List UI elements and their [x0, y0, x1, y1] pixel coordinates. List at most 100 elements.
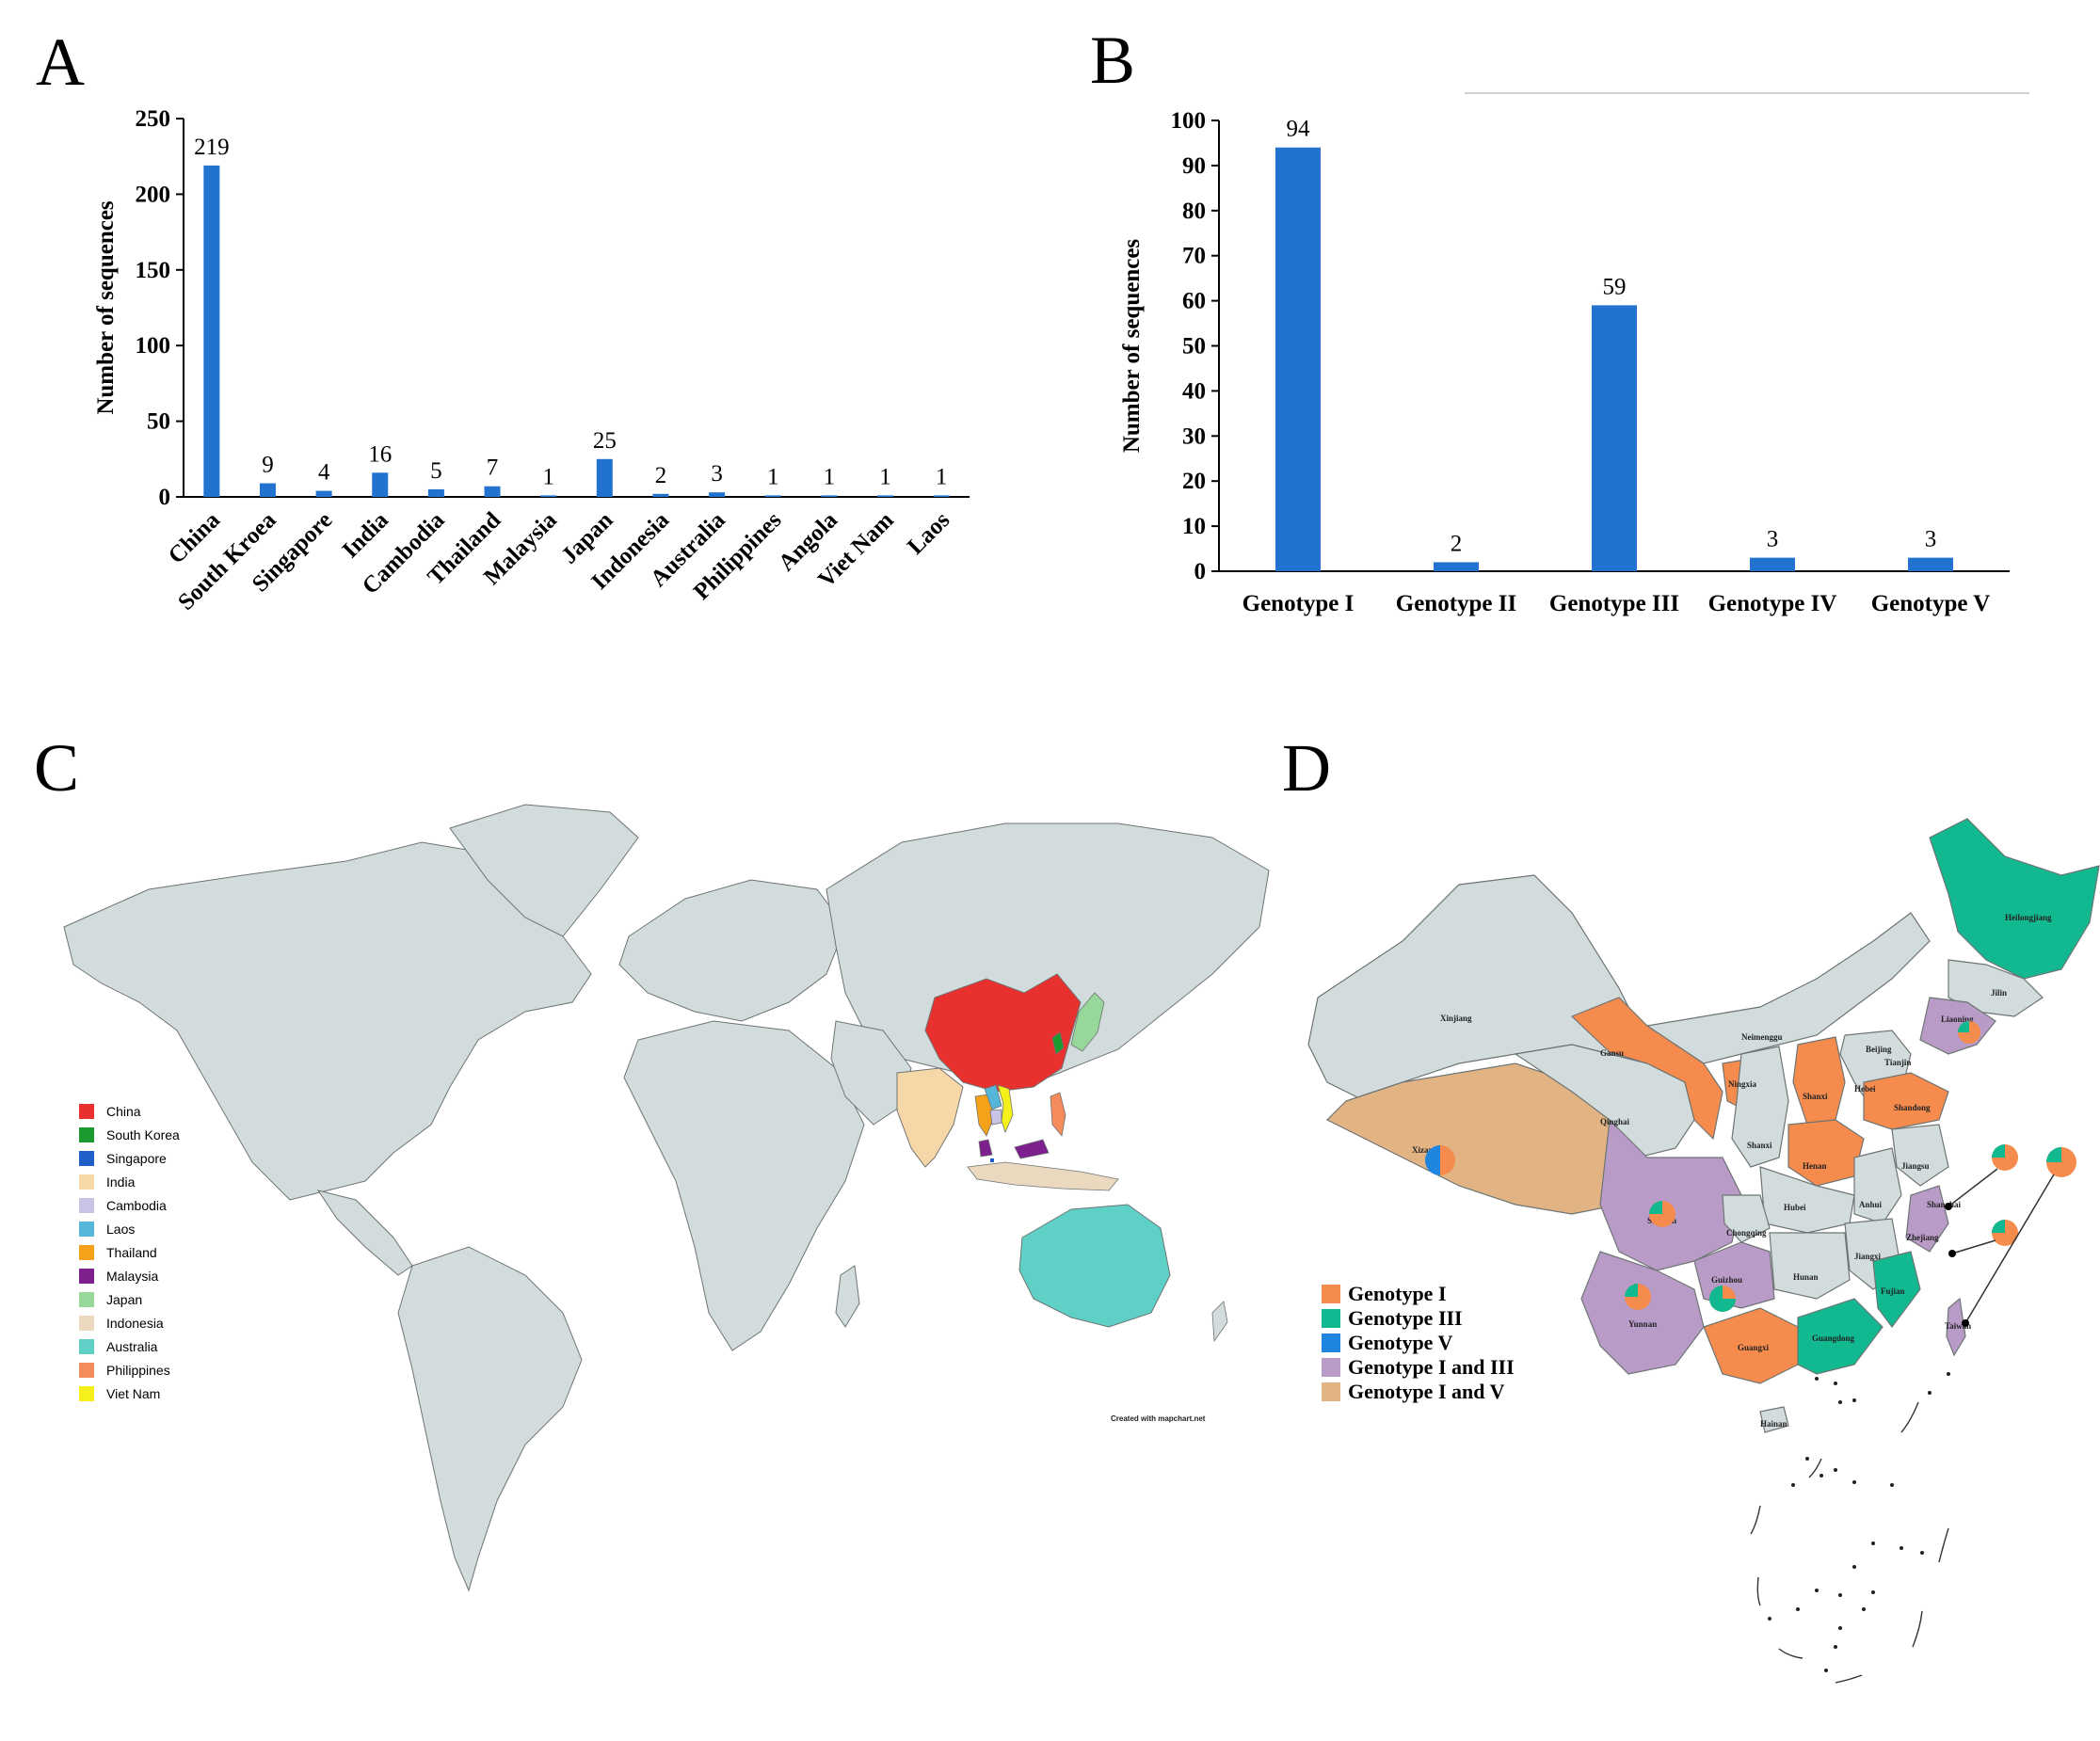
map-south-america [397, 1246, 583, 1592]
data-label: 3 [711, 461, 723, 487]
panel-letter-b: B [1090, 23, 1136, 98]
province-heilongjiang [1929, 818, 2100, 980]
y-tick-label: 0 [1194, 559, 1207, 584]
world-legend-item: Australia [79, 1334, 180, 1358]
bar [372, 472, 389, 497]
panel-letter-a: A [36, 24, 85, 100]
y-tick-label: 150 [136, 258, 171, 283]
legend-swatch [79, 1291, 94, 1307]
china-map-legend: Genotype I Genotype III Genotype V Genotype… [1322, 1282, 1515, 1404]
pie-shanghai-callout [1992, 1220, 2018, 1246]
callout-line-zhejiang [1951, 1239, 1996, 1254]
y-tick-label: 20 [1182, 469, 1206, 494]
province-jiangsu [1891, 1124, 1949, 1187]
legend-label: Cambodia [106, 1197, 167, 1213]
map-china [924, 973, 1082, 1093]
legend-label: Genotype I and V [1348, 1380, 1505, 1403]
bar-chart-genotypes: 0 10 20 30 40 50 60 70 80 90 100 Number of sequence… [1119, 108, 2010, 616]
province-gansu [1570, 997, 1723, 1141]
label-hubei: Hubei [1784, 1203, 1806, 1212]
label-beijing: Beijing [1866, 1045, 1892, 1054]
label-hebei: Hebei [1854, 1084, 1876, 1094]
data-label: 3 [1925, 527, 1937, 552]
label-qinghai: Qinghai [1600, 1117, 1630, 1126]
bar [877, 495, 894, 497]
province-sichuan [1599, 1118, 1742, 1271]
category-label: Genotype III [1549, 591, 1679, 616]
legend-label: Japan [106, 1291, 143, 1307]
y-tick-label: 100 [136, 333, 171, 359]
label-liaoning: Liaoning [1941, 1014, 1974, 1024]
map-philippines [1050, 1092, 1066, 1137]
world-legend-item: Indonesia [79, 1311, 180, 1334]
world-legend-item: Viet Nam [79, 1382, 180, 1405]
label-guangdong: Guangdong [1812, 1334, 1855, 1343]
legend-swatch [79, 1362, 94, 1378]
map-europe [618, 879, 846, 1022]
label-hainan: Hainan [1760, 1419, 1787, 1429]
province-shanxi [1792, 1036, 1846, 1126]
label-heilongjiang: Heilongjiang [2005, 913, 2052, 922]
map-south-korea [1051, 1031, 1065, 1055]
category-label: Genotype IV [1708, 591, 1837, 616]
world-legend-item: Malaysia [79, 1264, 180, 1287]
data-label: 9 [262, 453, 274, 478]
bar [484, 486, 501, 497]
bar [427, 488, 444, 497]
legend-label: Genotype I [1348, 1282, 1447, 1305]
data-label: 1 [936, 464, 948, 489]
bar [764, 495, 781, 497]
legend-label: South Korea [106, 1126, 180, 1142]
data-label: 5 [430, 458, 442, 484]
legend-swatch [79, 1221, 94, 1237]
legend-swatch [79, 1103, 94, 1119]
world-map-legend: China South Korea Singapore India Cambodia La… [79, 1099, 180, 1405]
y-tick-label: 50 [1182, 334, 1206, 359]
province-hunan [1769, 1232, 1851, 1300]
legend-swatch [79, 1338, 94, 1354]
bar [1275, 147, 1321, 572]
bar [821, 495, 838, 497]
map-greenland [449, 804, 639, 937]
pie-liaoning [1958, 1021, 1980, 1044]
legend-swatch [79, 1385, 94, 1401]
label-guangxi: Guangxi [1738, 1343, 1770, 1352]
map-north-america [63, 841, 592, 1201]
data-label: 2 [1451, 531, 1463, 556]
legend-label: Australia [106, 1338, 158, 1354]
province-zhejiang [1905, 1185, 1949, 1253]
bar [540, 495, 557, 497]
data-label: 25 [593, 428, 617, 454]
bar [1908, 557, 1953, 571]
y-tick-label: 60 [1182, 289, 1206, 314]
data-label: 1 [824, 464, 836, 489]
data-label: 94 [1287, 117, 1311, 142]
label-guizhou: Guizhou [1711, 1275, 1742, 1285]
province-hainan [1759, 1406, 1789, 1433]
label-taiwan: Taiwan [1945, 1321, 1971, 1331]
y-axis-label: Number of sequences [1119, 239, 1145, 454]
legend-swatch [1322, 1358, 1340, 1377]
world-legend-item: India [79, 1170, 180, 1193]
bar [709, 492, 726, 497]
map-indonesia [967, 1161, 1119, 1191]
pie-taiwan-callout [2046, 1147, 2076, 1177]
legend-label: Thailand [106, 1244, 157, 1260]
label-shanghai: Shanghai [1927, 1200, 1962, 1209]
legend-label: Genotype III [1348, 1306, 1463, 1330]
y-tick-label: 0 [159, 485, 171, 510]
world-map [63, 804, 1270, 1592]
data-label: 219 [194, 135, 230, 160]
world-legend-item: Cambodia [79, 1193, 180, 1217]
pie-xizang [1425, 1145, 1455, 1175]
label-ningxia: Ningxia [1728, 1079, 1757, 1089]
china-legend-item: Genotype III [1322, 1306, 1515, 1331]
legend-swatch [79, 1150, 94, 1166]
map-new-zealand [1211, 1301, 1228, 1343]
province-shaanxi [1731, 1046, 1789, 1168]
y-tick-label: 10 [1182, 514, 1206, 539]
legend-label: Singapore [106, 1150, 167, 1166]
bar [1750, 557, 1795, 571]
world-legend-item: China [79, 1099, 180, 1123]
pie-sichuan [1649, 1201, 1675, 1227]
